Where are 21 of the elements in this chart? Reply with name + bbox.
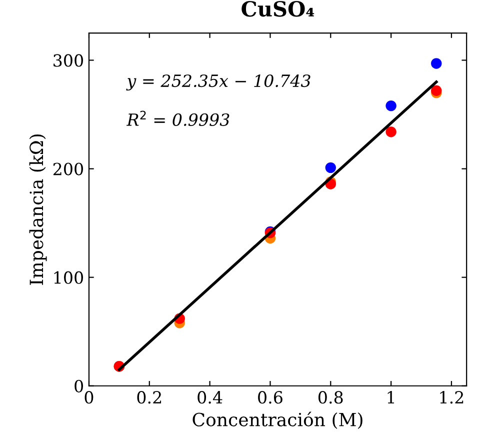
y-tick-label: 300 [54,54,84,67]
y-tick-label: 200 [53,162,84,176]
annotation: y = 252.35x − 10.743 [126,74,310,91]
y-tick-label: 100 [54,271,84,284]
x-tick-label: 0.8 [318,391,343,404]
x-tick-label: 0.6 [258,391,282,404]
y-tick-label: 0 [74,380,84,392]
point [386,100,396,112]
chart-title: CuSO₄ [242,0,314,17]
x-tick-label: 1 [388,391,394,404]
point [431,85,442,96]
x-tick-label: 0.4 [198,391,222,404]
x-tick-label: 1.2 [440,391,464,404]
x-axis-title: Concentración (M) [192,412,362,429]
y-axis-title: Impedancia (kΩ) [29,134,47,285]
point [325,162,336,174]
point [386,126,396,138]
annotation: R$^{2}$ = 0.9993 [126,110,230,126]
x-tick-label: 0 [84,391,94,404]
point [431,58,442,69]
x-tick-label: 0.2 [137,391,162,404]
